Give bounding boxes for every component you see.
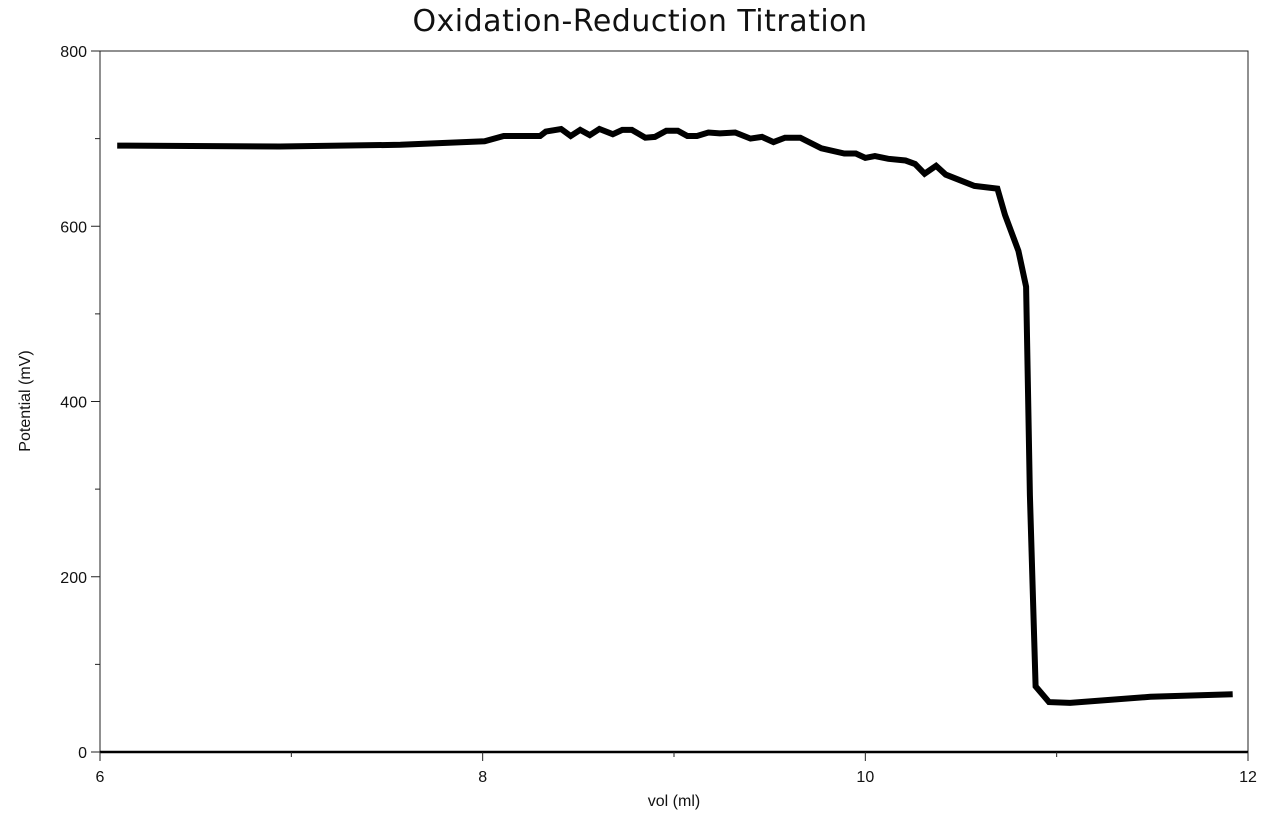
y-tick-label: 400 [60,395,87,412]
series-line [117,125,1233,706]
y-axis-label: Potential (mV) [17,350,34,451]
chart-title: Oxidation-Reduction Titration [412,4,868,39]
x-tick-label: 12 [1239,769,1257,786]
x-axis-label: vol (ml) [648,793,700,810]
data-series [117,125,1233,706]
x-tick-label: 6 [96,769,105,786]
x-tick-label: 10 [856,769,874,786]
plot-frame [99,50,1249,753]
y-tick-label: 0 [78,745,87,762]
y-tick-label: 800 [60,44,87,61]
y-tick-label: 600 [60,219,87,236]
x-tick-label: 8 [478,769,487,786]
y-tick-label: 200 [60,570,87,587]
axes: 0 200 400 600 800 6 8 10 12 [60,44,1257,786]
